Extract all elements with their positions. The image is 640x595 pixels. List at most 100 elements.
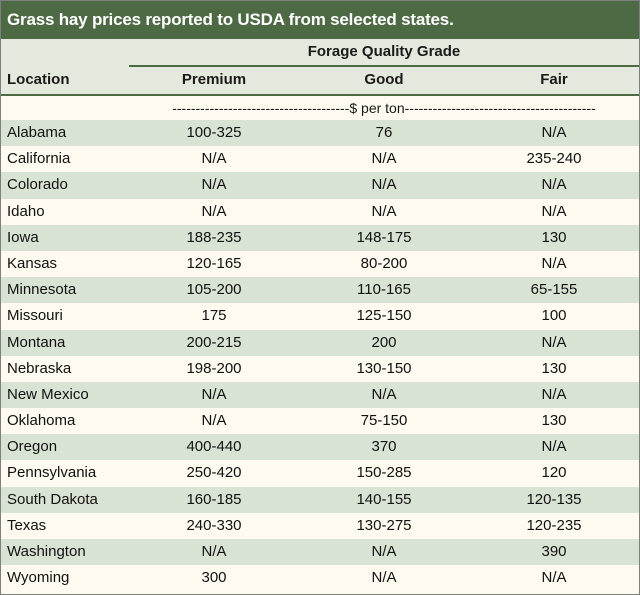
table-row: Oklahoma N/A 75-150 130: [1, 408, 639, 435]
table-row: Montana 200-215 200 N/A: [1, 329, 639, 356]
premium-cell: N/A: [201, 202, 227, 220]
units-label: --------------------------------------$ …: [172, 100, 596, 116]
fair-cell: N/A: [541, 254, 567, 272]
premium-cell: 198-200: [186, 359, 242, 377]
premium-cell: 105-200: [186, 281, 242, 299]
premium-cell: 400-440: [186, 438, 242, 456]
table-row: South Dakota 160-185 140-155 120-135: [1, 486, 639, 513]
table-row: Colorado N/A N/A N/A: [1, 172, 639, 199]
location-cell: Wyoming: [7, 569, 70, 587]
good-cell: 130-150: [356, 359, 412, 377]
premium-cell: 120-165: [186, 254, 242, 272]
table-row: Missouri 175 125-150 100: [1, 303, 639, 330]
premium-cell: N/A: [201, 176, 227, 194]
premium-cell: N/A: [201, 543, 227, 560]
fair-cell: 235-240: [526, 150, 582, 168]
good-cell: 130-275: [356, 516, 412, 534]
location-cell: Colorado: [7, 176, 68, 194]
location-column-header: Location: [7, 71, 70, 88]
table-row: Oregon 400-440 370 N/A: [1, 434, 639, 461]
location-cell: Montana: [7, 333, 66, 351]
location-cell: Alabama: [7, 124, 67, 141]
table-row: Nebraska 198-200 130-150 130: [1, 355, 639, 382]
premium-cell: 250-420: [186, 464, 242, 482]
location-cell: Oregon: [7, 438, 58, 456]
premium-cell: 160-185: [186, 490, 242, 508]
location-cell: Oklahoma: [7, 412, 76, 430]
table-row: Iowa 188-235 148-175 130: [1, 224, 639, 251]
fair-cell: 390: [541, 543, 567, 560]
table-row: California N/A N/A 235-240: [1, 146, 639, 173]
table-row: Idaho N/A N/A N/A: [1, 198, 639, 225]
location-cell: Kansas: [7, 254, 58, 272]
fair-cell: 120: [541, 464, 567, 482]
fair-cell: 130: [541, 412, 567, 430]
table-row: Pennsylvania 250-420 150-285 120: [1, 460, 639, 487]
fair-cell: 130: [541, 228, 567, 246]
good-cell: N/A: [371, 569, 397, 587]
location-cell: Texas: [7, 516, 47, 534]
good-cell: 148-175: [356, 228, 412, 246]
good-cell: N/A: [371, 543, 397, 560]
premium-cell: 240-330: [186, 516, 242, 534]
good-cell: N/A: [371, 150, 397, 168]
header-divider: [1, 94, 639, 96]
good-cell: 200: [371, 333, 397, 351]
fair-cell: N/A: [541, 202, 567, 220]
table-body: Alabama 100-325 76 N/A California N/A N/A 235-2…: [1, 120, 639, 592]
location-cell: Missouri: [7, 307, 63, 325]
premium-cell: 300: [201, 569, 227, 587]
group-underline: [129, 65, 639, 67]
fair-cell: N/A: [541, 176, 567, 194]
table-row: Kansas 120-165 80-200 N/A: [1, 250, 639, 278]
table-row: New Mexico N/A N/A N/A: [1, 381, 639, 409]
location-cell: Pennsylvania: [7, 464, 97, 482]
fair-cell: 120-135: [526, 490, 582, 508]
good-cell: 150-285: [356, 464, 412, 482]
good-cell: 370: [371, 438, 397, 456]
table-row: Wyoming 300 N/A N/A: [1, 565, 639, 592]
premium-column-header: Premium: [181, 71, 247, 88]
premium-cell: N/A: [201, 150, 227, 168]
fair-cell: N/A: [541, 438, 567, 456]
good-column-header: Good: [364, 71, 404, 88]
fair-cell: N/A: [541, 124, 567, 141]
location-cell: New Mexico: [7, 385, 89, 403]
good-cell: 140-155: [356, 490, 412, 508]
table-row: Minnesota 105-200 110-165 65-155: [1, 277, 639, 304]
location-cell: Iowa: [7, 228, 39, 246]
fair-cell: N/A: [541, 569, 567, 587]
good-cell: 110-165: [357, 281, 411, 299]
location-cell: Minnesota: [7, 281, 77, 299]
good-cell: N/A: [371, 385, 397, 403]
location-cell: Nebraska: [7, 359, 72, 377]
fair-cell: 120-235: [526, 516, 582, 534]
good-cell: 125-150: [356, 307, 412, 325]
location-cell: South Dakota: [7, 490, 98, 508]
table-row: Texas 240-330 130-275 120-235: [1, 512, 639, 539]
premium-cell: 100-325: [186, 124, 242, 141]
location-cell: California: [7, 150, 71, 168]
premium-cell: 175: [201, 307, 227, 325]
fair-cell: 100: [541, 307, 567, 325]
fair-cell: 65-155: [530, 281, 578, 299]
good-cell: 76: [375, 124, 393, 141]
location-cell: Idaho: [7, 202, 45, 220]
premium-cell: 188-235: [186, 228, 242, 246]
good-cell: N/A: [371, 202, 397, 220]
premium-cell: 200-215: [186, 333, 242, 351]
table-title: Grass hay prices reported to USDA from s…: [1, 1, 639, 39]
premium-cell: N/A: [201, 412, 227, 430]
table-row: Washington N/A N/A 390: [1, 539, 639, 566]
premium-cell: N/A: [201, 385, 227, 403]
fair-cell: 130: [541, 359, 567, 377]
good-cell: N/A: [371, 176, 397, 194]
location-cell: Washington: [7, 543, 86, 560]
good-cell: 75-150: [360, 412, 408, 430]
fair-column-header: Fair: [540, 71, 568, 88]
good-cell: 80-200: [360, 254, 408, 272]
fair-cell: N/A: [541, 333, 567, 351]
fair-cell: N/A: [541, 385, 567, 403]
table-row: Alabama 100-325 76 N/A: [1, 120, 639, 147]
